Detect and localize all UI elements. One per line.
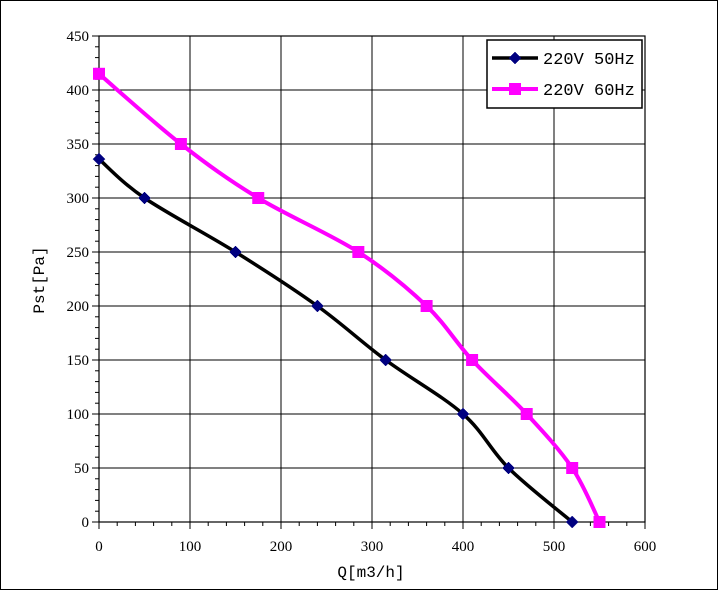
legend-label-50hz: 220V 50Hz xyxy=(543,51,635,70)
x-tick-label: 500 xyxy=(543,539,566,555)
data-point xyxy=(138,191,151,205)
data-point xyxy=(565,515,579,529)
y-tick-label: 300 xyxy=(67,191,90,207)
y-axis-title: Pst[Pa] xyxy=(31,246,49,313)
x-axis-title: Q[m3/h] xyxy=(337,564,404,582)
y-tick-label: 50 xyxy=(74,461,89,477)
x-tick-label: 400 xyxy=(452,539,475,555)
legend-marker-50hz xyxy=(508,51,522,65)
data-point xyxy=(420,300,433,312)
data-point xyxy=(520,408,533,420)
data-point xyxy=(311,299,324,313)
data-point xyxy=(566,462,579,474)
x-tick-label: 200 xyxy=(270,539,293,555)
data-point xyxy=(456,407,470,421)
series-1 xyxy=(93,67,606,528)
x-tick-label: 0 xyxy=(95,539,103,555)
legend-marker-shape xyxy=(509,83,521,95)
grid xyxy=(98,35,646,523)
series-0 xyxy=(92,152,579,529)
y-tick-label: 200 xyxy=(67,299,90,315)
legend: 220V 50Hz 220V 60Hz xyxy=(486,39,643,109)
x-tick-label: 600 xyxy=(634,539,657,555)
y-tick-label: 450 xyxy=(67,29,90,45)
data-point xyxy=(93,67,105,80)
series-line xyxy=(97,72,602,523)
legend-box xyxy=(486,39,643,109)
y-tick-label: 350 xyxy=(67,137,90,153)
data-point xyxy=(593,516,606,528)
y-axis-ticks: 0 50 100 150 200 250 300 350 400 450 xyxy=(67,29,99,531)
series-layer xyxy=(92,67,606,529)
legend-marker-60hz xyxy=(509,83,521,95)
series-line xyxy=(97,157,574,524)
data-point xyxy=(174,138,187,150)
data-point xyxy=(379,353,393,367)
y-tick-label: 250 xyxy=(67,245,90,261)
legend-marker-shape xyxy=(508,51,522,65)
legend-label-60hz: 220V 60Hz xyxy=(543,82,635,101)
data-point xyxy=(466,354,479,366)
y-tick-label: 0 xyxy=(82,515,90,531)
x-tick-label: 100 xyxy=(179,539,202,555)
y-tick-label: 150 xyxy=(67,353,90,369)
data-point xyxy=(352,246,365,258)
y-tick-label: 400 xyxy=(67,83,90,99)
data-point xyxy=(92,152,106,166)
data-point xyxy=(229,245,242,259)
x-axis-ticks: 0 100 200 300 400 500 600 xyxy=(95,522,656,555)
x-tick-label: 300 xyxy=(361,539,384,555)
data-point xyxy=(252,192,265,204)
data-point xyxy=(502,461,515,475)
y-tick-label: 100 xyxy=(67,407,90,423)
